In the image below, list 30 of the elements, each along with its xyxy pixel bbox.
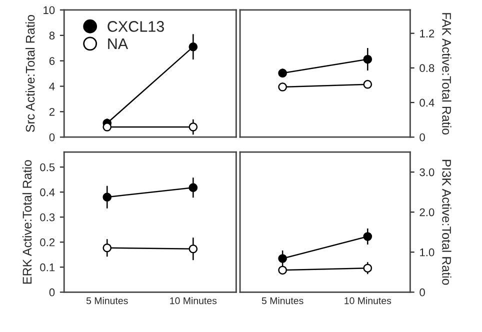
x-tick-label: 10 Minutes xyxy=(344,297,392,304)
y-tick-label: 2 xyxy=(49,108,55,116)
y-axis-title: FAK Active:Total Ratio xyxy=(442,13,452,134)
y-tick-label: 0 xyxy=(420,288,425,296)
y-axis-title: Src Active:Total Ratio xyxy=(26,15,35,132)
y-axis-title: ERK Active:Total Ratio xyxy=(22,160,32,284)
y-tick-label: 0 xyxy=(49,133,55,142)
y-tick-label: 4 xyxy=(49,82,55,90)
legend-label: CXCL13 xyxy=(108,21,164,32)
y-tick-label: 10 xyxy=(44,6,55,14)
y-tick-label: 6 xyxy=(49,57,55,65)
x-tick-label: 10 Minutes xyxy=(170,297,217,304)
y-tick-label: 0 xyxy=(420,133,425,142)
y-tick-label: 0.8 xyxy=(420,64,434,72)
y-tick-label: 1.2 xyxy=(420,30,434,38)
y-tick-label: 0.5 xyxy=(40,163,55,172)
y-tick-label: 0.4 xyxy=(420,98,434,107)
y-tick-label: 1.0 xyxy=(420,248,434,256)
y-axis-title: PI3K Active:Total Ratio xyxy=(442,160,452,285)
x-tick-label: 5 Minutes xyxy=(86,297,128,304)
legend-label: NA xyxy=(108,38,128,50)
x-tick-label: 5 Minutes xyxy=(262,297,304,304)
y-tick-label: 0.1 xyxy=(40,263,55,272)
y-tick-label: 0.4 xyxy=(40,188,55,196)
y-tick-label: 0.3 xyxy=(40,213,55,222)
y-tick-label: 3.0 xyxy=(420,168,434,176)
y-tick-label: 0 xyxy=(49,288,55,296)
y-tick-label: 0.2 xyxy=(40,238,55,246)
y-tick-label: 8 xyxy=(49,32,55,40)
y-tick-label: 2.0 xyxy=(420,208,434,216)
